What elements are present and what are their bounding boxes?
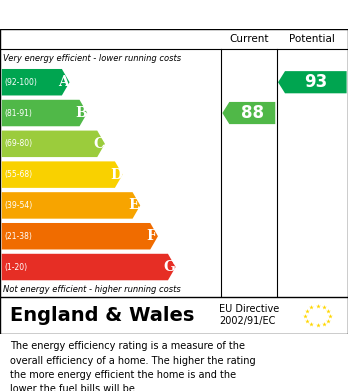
- Text: (21-38): (21-38): [4, 232, 32, 241]
- Text: B: B: [75, 106, 87, 120]
- Text: Very energy efficient - lower running costs: Very energy efficient - lower running co…: [3, 54, 182, 63]
- Text: A: A: [58, 75, 69, 89]
- Text: (55-68): (55-68): [4, 170, 32, 179]
- Text: Energy Efficiency Rating: Energy Efficiency Rating: [50, 5, 298, 24]
- Text: Current: Current: [229, 34, 269, 44]
- Polygon shape: [2, 131, 105, 157]
- Text: G: G: [164, 260, 175, 274]
- Polygon shape: [2, 254, 176, 280]
- Text: (39-54): (39-54): [4, 201, 32, 210]
- Text: D: D: [110, 168, 122, 182]
- Polygon shape: [2, 69, 70, 95]
- Text: (69-80): (69-80): [4, 139, 32, 148]
- Text: C: C: [93, 137, 104, 151]
- Polygon shape: [2, 100, 87, 126]
- Text: EU Directive
2002/91/EC: EU Directive 2002/91/EC: [219, 304, 279, 326]
- Text: (81-91): (81-91): [4, 109, 32, 118]
- Text: (92-100): (92-100): [4, 78, 37, 87]
- Text: Potential: Potential: [290, 34, 335, 44]
- Text: 93: 93: [304, 73, 327, 91]
- Polygon shape: [2, 161, 122, 188]
- Polygon shape: [278, 71, 347, 93]
- Text: E: E: [129, 198, 139, 212]
- Polygon shape: [2, 192, 140, 219]
- Text: 88: 88: [241, 104, 264, 122]
- Text: (1-20): (1-20): [4, 262, 27, 271]
- Text: The energy efficiency rating is a measure of the
overall efficiency of a home. T: The energy efficiency rating is a measur…: [10, 341, 256, 391]
- Polygon shape: [2, 223, 158, 249]
- Text: F: F: [147, 229, 157, 243]
- Polygon shape: [222, 102, 275, 124]
- Text: England & Wales: England & Wales: [10, 306, 195, 325]
- Text: Not energy efficient - higher running costs: Not energy efficient - higher running co…: [3, 285, 181, 294]
